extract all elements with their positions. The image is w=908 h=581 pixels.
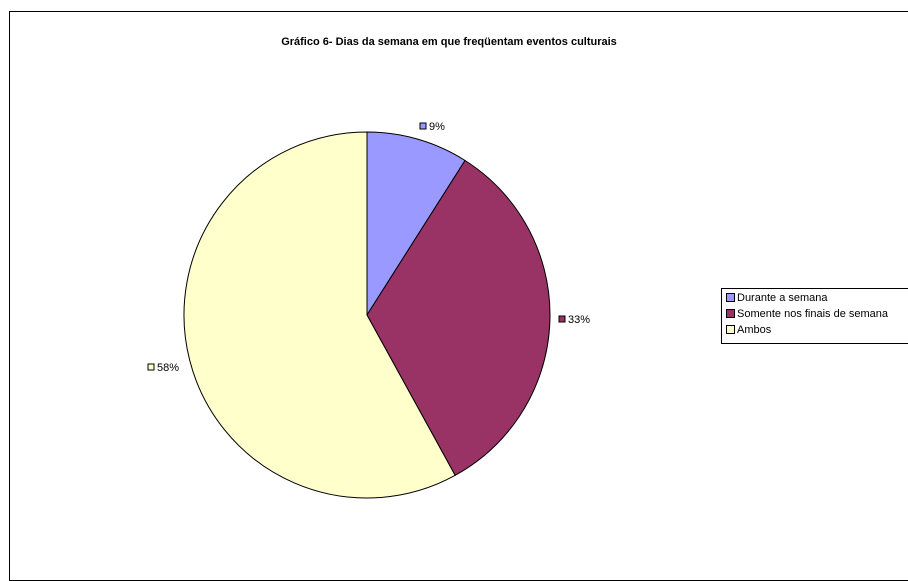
legend-swatch-finais xyxy=(726,308,735,318)
pie-chart: 9% 33% 58% xyxy=(147,121,590,499)
legend-item-durante: Durante a semana xyxy=(726,291,828,305)
legend-swatch-durante xyxy=(726,292,735,302)
legend-label-finais: Somente nos finais de semana xyxy=(737,308,889,320)
chart-title: Gráfico 6- Dias da semana em que freqüen… xyxy=(281,36,617,48)
data-label-swatch-0 xyxy=(419,122,427,130)
data-label-swatch-2 xyxy=(147,363,155,371)
pie-slice-1 xyxy=(366,159,551,477)
pie-slice-0 xyxy=(366,131,466,317)
data-label-2: 58% xyxy=(157,362,179,374)
data-label-0: 9% xyxy=(429,121,445,133)
legend-label-ambos: Ambos xyxy=(737,324,772,336)
legend-swatch-ambos xyxy=(726,324,735,334)
legend: Durante a semana Somente nos finais de s… xyxy=(721,288,908,344)
data-label-swatch-1 xyxy=(558,315,566,323)
legend-label-durante: Durante a semana xyxy=(737,292,828,304)
data-label-1: 33% xyxy=(568,314,590,326)
legend-item-ambos: Ambos xyxy=(726,323,771,337)
legend-item-finais: Somente nos finais de semana xyxy=(726,307,888,321)
pie-slice-2 xyxy=(183,131,456,499)
